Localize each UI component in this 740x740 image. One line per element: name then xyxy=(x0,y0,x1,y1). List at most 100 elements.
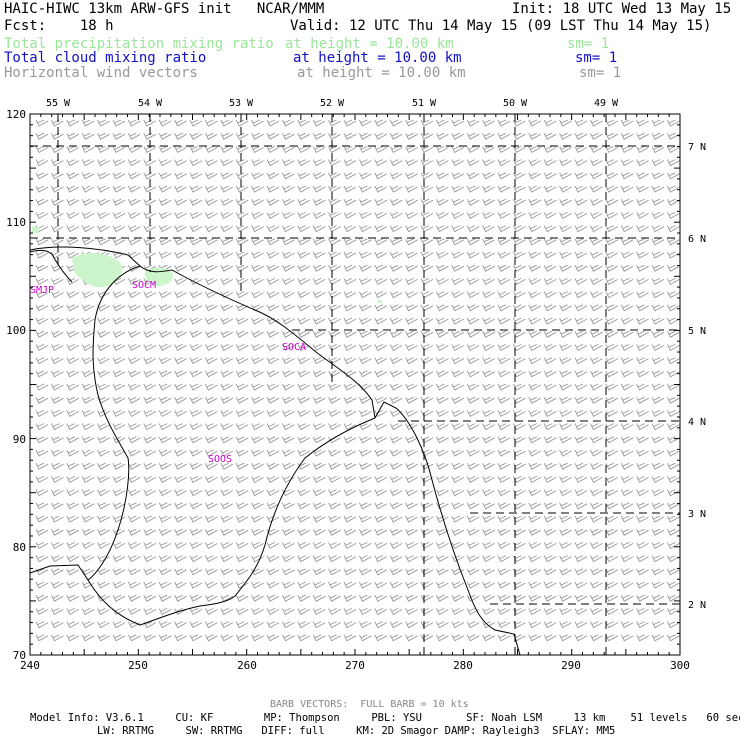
wind-barb xyxy=(281,185,295,193)
wind-barb xyxy=(636,555,649,563)
wind-barb xyxy=(251,634,264,642)
wind-barb xyxy=(281,277,295,286)
wind-barb xyxy=(497,568,511,576)
wind-barb xyxy=(451,198,465,206)
wind-barb xyxy=(528,225,542,233)
wind-barb xyxy=(50,172,64,180)
wind-barb xyxy=(204,343,218,352)
wind-barb xyxy=(358,132,372,140)
wind-barb xyxy=(405,436,418,444)
wind-barb xyxy=(343,502,357,510)
wind-barb xyxy=(158,475,172,484)
wind-barb xyxy=(50,475,64,484)
wind-barb xyxy=(543,449,557,457)
wind-barb xyxy=(543,225,557,233)
wind-barb xyxy=(574,185,588,193)
wind-barb xyxy=(435,581,449,589)
wind-barb xyxy=(574,541,588,550)
wind-barb xyxy=(358,159,372,167)
wind-barb xyxy=(81,436,95,444)
wind-barb xyxy=(374,119,388,127)
wind-barb xyxy=(35,489,49,497)
wind-barb xyxy=(620,489,634,497)
wind-barb xyxy=(543,396,557,404)
wind-barb xyxy=(97,343,110,352)
wind-barb xyxy=(235,555,249,563)
wind-barb xyxy=(312,502,326,510)
wind-barb xyxy=(620,343,634,352)
wind-barb xyxy=(620,132,634,140)
wind-barb xyxy=(204,489,218,497)
wind-barb xyxy=(281,238,295,246)
wind-barb xyxy=(482,541,495,550)
wind-barb xyxy=(235,436,249,444)
wind-barb xyxy=(512,449,526,457)
wind-barb xyxy=(435,159,449,167)
wind-barb xyxy=(405,159,418,167)
wind-barb xyxy=(589,357,603,365)
wind-barb xyxy=(636,145,649,154)
wind-barb xyxy=(605,119,619,127)
wind-barb xyxy=(81,607,95,616)
wind-barb xyxy=(620,304,634,312)
wind-barb xyxy=(266,409,280,418)
wind-barb xyxy=(435,185,449,193)
wind-barb xyxy=(97,462,110,470)
wind-barb xyxy=(636,330,649,338)
wind-barb xyxy=(81,409,95,418)
wind-barb xyxy=(204,621,218,629)
wind-barb xyxy=(451,185,465,193)
wind-barb xyxy=(235,251,249,259)
wind-barb xyxy=(435,555,449,563)
wind-barb xyxy=(482,119,495,127)
wind-barb xyxy=(528,528,542,536)
wind-barb xyxy=(666,634,680,642)
wind-barb xyxy=(251,621,264,629)
wind-barb xyxy=(405,541,418,550)
wind-barb xyxy=(482,132,495,140)
wind-barb xyxy=(389,370,403,378)
wind-barb xyxy=(482,159,495,167)
wind-barb xyxy=(343,541,357,550)
wind-barb xyxy=(605,317,619,325)
wind-barb xyxy=(189,581,203,589)
wind-barb xyxy=(451,159,465,167)
wind-barb xyxy=(420,251,434,259)
precip-shading xyxy=(32,226,382,303)
wind-barb xyxy=(543,568,557,576)
wind-barb xyxy=(497,211,511,220)
wind-barb xyxy=(66,423,80,431)
wind-barb xyxy=(81,238,95,246)
wind-barb xyxy=(174,145,187,154)
wind-barb xyxy=(405,330,418,338)
wind-barb xyxy=(435,541,449,550)
wind-barb xyxy=(589,489,603,497)
wind-barb xyxy=(143,541,157,550)
wind-barb xyxy=(328,330,341,338)
wind-barb xyxy=(589,581,603,589)
wind-barb xyxy=(204,304,218,312)
wind-barb xyxy=(620,172,634,180)
wind-barb xyxy=(420,607,434,616)
wind-barb xyxy=(343,159,357,167)
wind-barb xyxy=(143,396,157,404)
wind-barb xyxy=(328,277,341,286)
wind-barb xyxy=(143,185,157,193)
wind-barb xyxy=(281,159,295,167)
wind-barb xyxy=(651,423,665,431)
wind-barb xyxy=(266,568,280,576)
wind-barb xyxy=(620,555,634,563)
wind-barb xyxy=(281,581,295,589)
wind-barb xyxy=(174,581,187,589)
wind-barb xyxy=(312,396,326,404)
wind-barb xyxy=(66,475,80,484)
x-tick-label: 300 xyxy=(670,659,690,672)
wind-barb xyxy=(651,304,665,312)
wind-barb xyxy=(97,357,110,365)
wind-barb xyxy=(466,489,480,497)
wind-barb xyxy=(574,607,588,616)
wind-barb xyxy=(651,568,665,576)
wind-barb xyxy=(35,291,49,299)
wind-barb xyxy=(589,502,603,510)
wind-barb xyxy=(651,475,665,484)
